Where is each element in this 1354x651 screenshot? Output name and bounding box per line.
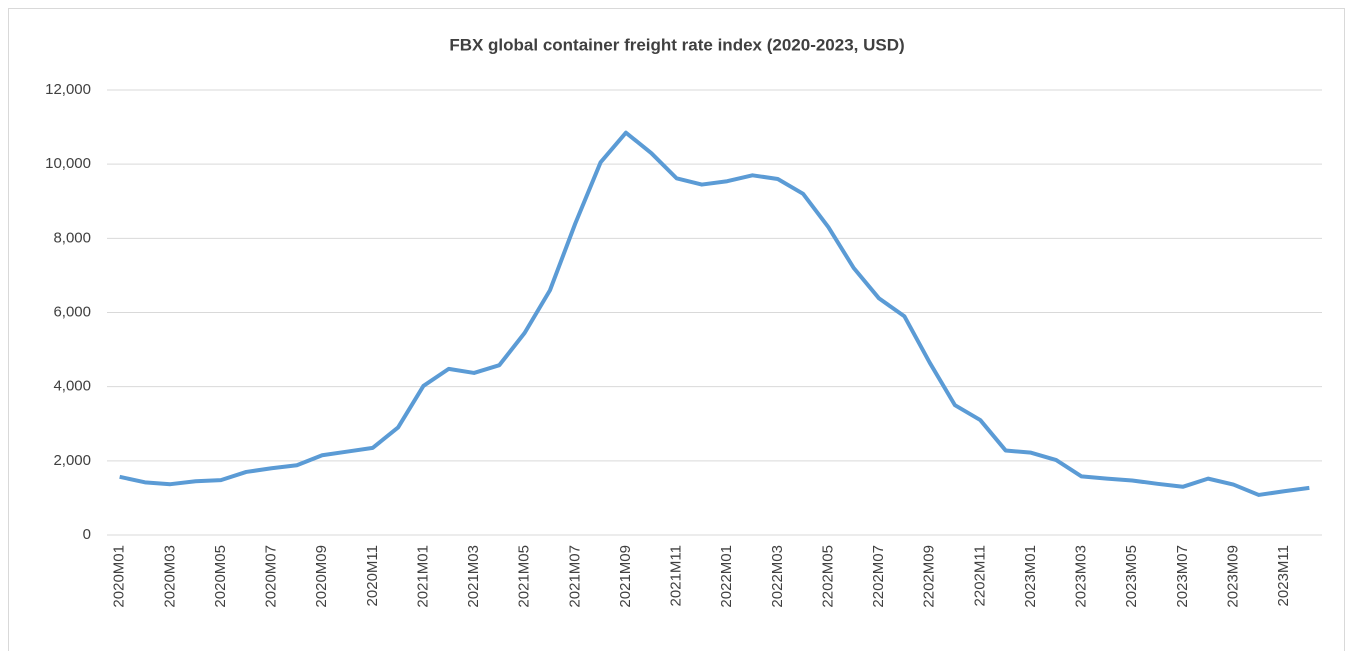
- x-tick-label: 2020M09: [313, 545, 330, 608]
- x-tick-label: 2202M11: [971, 545, 988, 606]
- x-tick-label: 2023M01: [1022, 545, 1039, 608]
- x-tick-label: 2020M05: [212, 545, 229, 608]
- x-tick-label: 2021M01: [414, 545, 431, 608]
- x-tick-label: 2020M01: [111, 545, 128, 608]
- x-tick-label: 2021M07: [566, 545, 583, 608]
- x-tick-label: 2020M03: [161, 545, 178, 608]
- x-tick-label: 2021M11: [668, 545, 685, 606]
- y-tick-label: 8,000: [53, 229, 91, 246]
- data-line: [119, 130, 1310, 497]
- x-tick-label: 2023M07: [1174, 545, 1191, 608]
- chart-frame: [8, 8, 1345, 651]
- y-tick-label: 0: [83, 526, 91, 543]
- x-tick-label: 2021M09: [617, 545, 634, 608]
- x-tick-label: 2023M05: [1123, 545, 1140, 608]
- x-tick-label: 2022M03: [769, 545, 786, 608]
- x-tick-label: 2020M11: [364, 545, 381, 606]
- x-tick-label: 2023M11: [1275, 545, 1292, 606]
- x-tick-label: 2202M05: [819, 545, 836, 608]
- y-tick-label: 4,000: [53, 378, 91, 395]
- y-tick-label: 12,000: [45, 81, 91, 98]
- x-tick-label: 2202M09: [921, 545, 938, 608]
- x-tick-label: 2022M01: [718, 545, 735, 608]
- y-tick-label: 10,000: [45, 155, 91, 172]
- y-tick-label: 6,000: [53, 303, 91, 320]
- x-tick-label: 2021M03: [465, 545, 482, 608]
- x-tick-label: 2023M03: [1073, 545, 1090, 608]
- y-tick-label: 2,000: [53, 452, 91, 469]
- x-tick-label: 2023M09: [1224, 545, 1241, 608]
- x-tick-label: 2020M07: [263, 545, 280, 608]
- x-tick-label: 2202M07: [870, 545, 887, 608]
- chart-title: FBX global container freight rate index …: [449, 35, 904, 54]
- x-tick-label: 2021M05: [516, 545, 533, 608]
